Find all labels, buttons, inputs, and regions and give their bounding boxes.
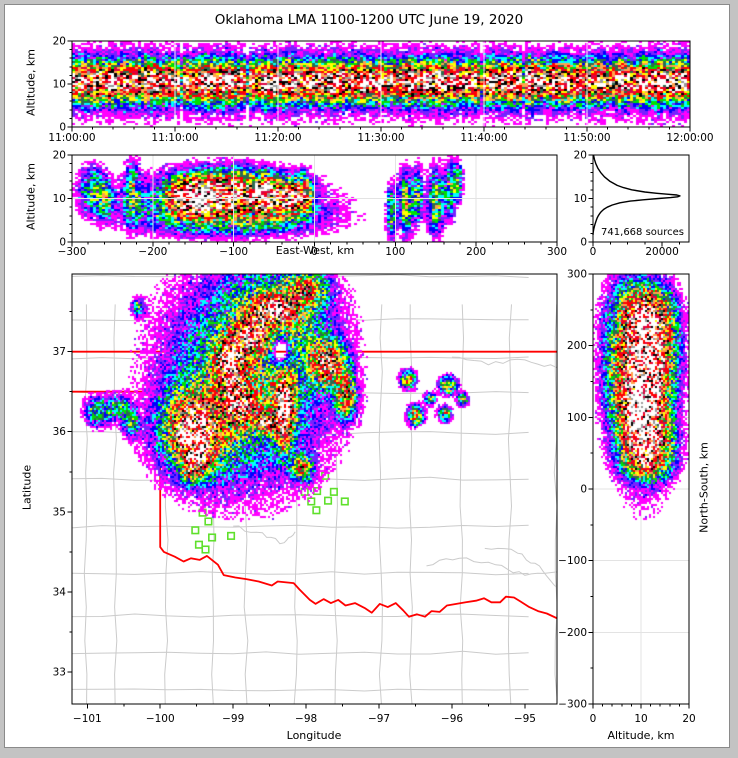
tick-marks xyxy=(67,40,691,709)
svg-text:0: 0 xyxy=(590,713,597,725)
map-ylabel: Latitude xyxy=(20,464,34,511)
svg-text:34: 34 xyxy=(53,586,67,598)
map-xlabel: Longitude xyxy=(286,729,342,742)
svg-text:300: 300 xyxy=(547,246,567,258)
svg-text:300: 300 xyxy=(567,269,587,281)
svg-text:−300: −300 xyxy=(558,699,587,711)
altitude-histogram-curve xyxy=(592,154,681,236)
svg-text:−101: −101 xyxy=(73,713,102,725)
svg-text:0: 0 xyxy=(580,484,587,496)
svg-text:100: 100 xyxy=(567,412,587,424)
svg-text:−100: −100 xyxy=(219,246,248,258)
svg-text:11:50:00: 11:50:00 xyxy=(563,132,610,144)
svg-text:11:10:00: 11:10:00 xyxy=(151,132,198,144)
ew-panel-ylabel: Altitude, km xyxy=(24,162,38,231)
svg-text:0: 0 xyxy=(311,246,318,258)
svg-text:33: 33 xyxy=(53,666,66,678)
svg-text:0: 0 xyxy=(59,237,66,249)
ns-panel-xlabel: Altitude, km xyxy=(607,729,675,742)
svg-text:11:20:00: 11:20:00 xyxy=(254,132,301,144)
svg-text:200: 200 xyxy=(567,340,587,352)
svg-text:36: 36 xyxy=(53,426,67,438)
plot-title: Oklahoma LMA 1100-1200 UTC June 19, 2020 xyxy=(214,12,524,28)
svg-text:−95: −95 xyxy=(514,713,536,725)
time-panel-gridlines xyxy=(174,41,588,127)
svg-text:−99: −99 xyxy=(222,713,244,725)
source-count-annotation: 741,668 sources xyxy=(601,227,684,238)
svg-text:20000: 20000 xyxy=(645,246,678,258)
svg-text:−97: −97 xyxy=(368,713,390,725)
svg-text:100: 100 xyxy=(385,246,405,258)
ew-panel-xlabel: East-West, km xyxy=(275,244,355,257)
svg-text:−100: −100 xyxy=(146,713,175,725)
svg-text:20: 20 xyxy=(53,36,66,48)
svg-text:0: 0 xyxy=(580,237,587,249)
svg-text:11:00:00: 11:00:00 xyxy=(48,132,95,144)
svg-text:0: 0 xyxy=(59,122,66,134)
svg-text:12:00:00: 12:00:00 xyxy=(666,132,713,144)
svg-text:10: 10 xyxy=(53,193,66,205)
tick-labels: 11:00:00 11:10:00 11:20:00 11:30:00 11:40:00… xyxy=(48,36,713,726)
svg-text:−300: −300 xyxy=(58,246,87,258)
svg-text:200: 200 xyxy=(466,246,486,258)
svg-text:20: 20 xyxy=(574,150,587,162)
svg-text:−200: −200 xyxy=(558,627,587,639)
svg-text:−96: −96 xyxy=(441,713,463,725)
north-south-cross-section-panel xyxy=(593,274,689,704)
svg-text:−98: −98 xyxy=(295,713,317,725)
svg-text:20: 20 xyxy=(53,150,66,162)
svg-text:10: 10 xyxy=(53,79,66,91)
svg-text:0: 0 xyxy=(590,246,597,258)
svg-text:−100: −100 xyxy=(558,555,587,567)
svg-text:10: 10 xyxy=(574,193,587,205)
svg-text:−200: −200 xyxy=(138,246,167,258)
svg-text:20: 20 xyxy=(682,713,695,725)
svg-text:11:40:00: 11:40:00 xyxy=(460,132,507,144)
svg-text:10: 10 xyxy=(634,713,647,725)
svg-text:11:30:00: 11:30:00 xyxy=(357,132,404,144)
ns-panel-ylabel: North-South, km xyxy=(697,442,711,533)
svg-text:35: 35 xyxy=(53,506,66,518)
svg-text:37: 37 xyxy=(53,346,66,358)
plan-view-density-panel xyxy=(72,274,557,704)
